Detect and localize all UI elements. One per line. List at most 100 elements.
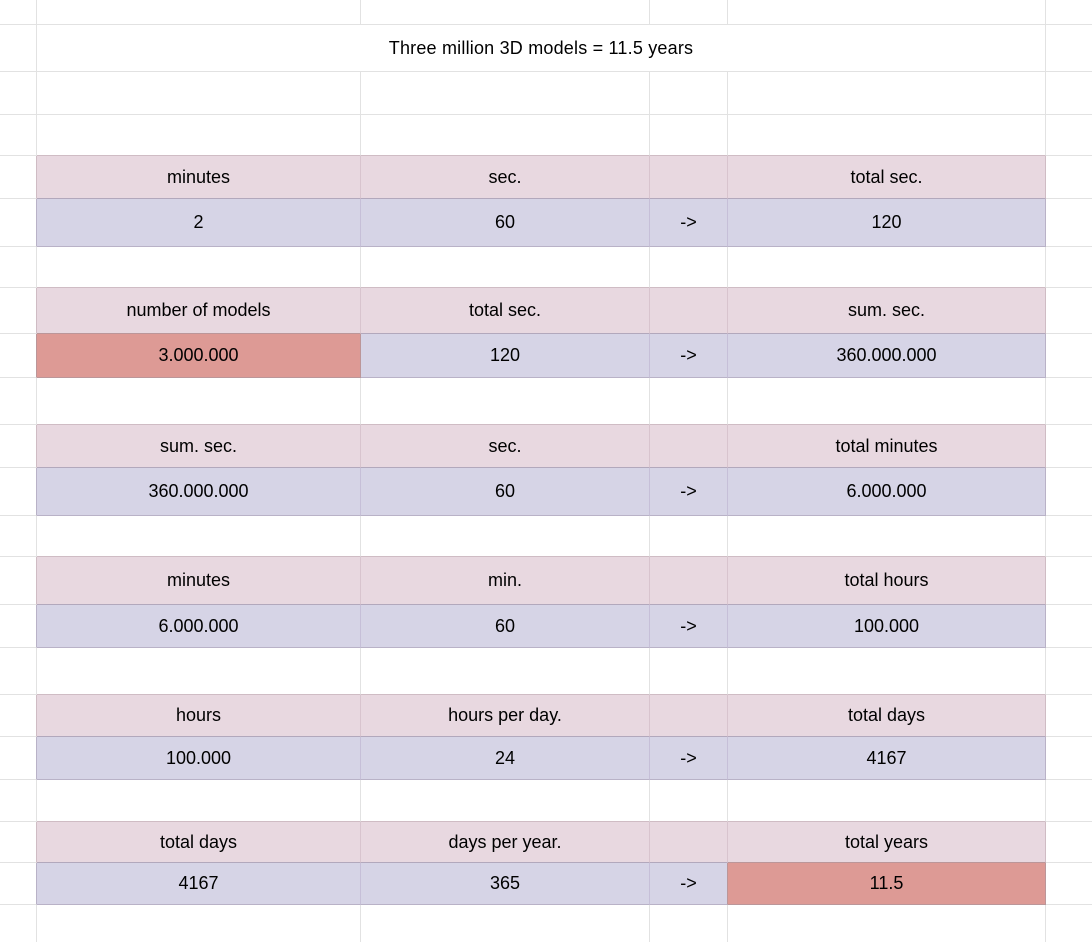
value-cell-360-000-000[interactable]: 360.000.000 [728,334,1046,378]
empty-cell[interactable] [728,648,1046,695]
empty-cell[interactable] [1046,425,1092,468]
empty-cell[interactable] [1046,516,1092,557]
empty-cell[interactable] [650,115,728,156]
empty-cell[interactable] [1046,780,1092,822]
empty-cell[interactable] [728,780,1046,822]
empty-cell[interactable] [37,0,361,25]
value-cell-11-5-highlighted[interactable]: 11.5 [728,863,1046,905]
header-cell-hours-per-day[interactable]: hours per day. [361,695,650,737]
empty-cell[interactable] [0,378,37,425]
empty-cell[interactable] [650,0,728,25]
sheet-title[interactable]: Three million 3D models = 11.5 years [37,25,1046,72]
header-cell-spacer[interactable] [650,156,728,199]
empty-cell[interactable] [0,737,37,780]
header-cell-total-days[interactable]: total days [728,695,1046,737]
empty-cell[interactable] [0,247,37,288]
value-cell-120[interactable]: 120 [361,334,650,378]
empty-cell[interactable] [1046,905,1092,942]
empty-cell[interactable] [1046,199,1092,247]
empty-cell[interactable] [0,334,37,378]
empty-cell[interactable] [361,648,650,695]
value-cell-2[interactable]: 2 [37,199,361,247]
header-cell-total-hours[interactable]: total hours [728,557,1046,605]
empty-cell[interactable] [1046,115,1092,156]
header-cell-total-minutes[interactable]: total minutes [728,425,1046,468]
empty-cell[interactable] [0,822,37,863]
arrow-cell[interactable]: -> [650,468,728,516]
empty-cell[interactable] [728,247,1046,288]
empty-cell[interactable] [1046,557,1092,605]
header-cell-total-sec[interactable]: total sec. [361,288,650,334]
empty-cell[interactable] [361,378,650,425]
empty-cell[interactable] [1046,648,1092,695]
value-cell-60[interactable]: 60 [361,468,650,516]
header-cell-total-sec[interactable]: total sec. [728,156,1046,199]
empty-cell[interactable] [361,905,650,942]
empty-cell[interactable] [728,72,1046,115]
header-cell-sum-sec[interactable]: sum. sec. [728,288,1046,334]
empty-cell[interactable] [0,557,37,605]
empty-cell[interactable] [1046,0,1092,25]
empty-cell[interactable] [650,648,728,695]
empty-cell[interactable] [0,0,37,25]
empty-cell[interactable] [37,115,361,156]
empty-cell[interactable] [37,516,361,557]
empty-cell[interactable] [650,780,728,822]
value-cell-60[interactable]: 60 [361,605,650,648]
empty-cell[interactable] [1046,378,1092,425]
empty-cell[interactable] [650,905,728,942]
value-cell-6-000-000[interactable]: 6.000.000 [37,605,361,648]
empty-cell[interactable] [0,25,37,72]
empty-cell[interactable] [650,378,728,425]
empty-cell[interactable] [1046,737,1092,780]
empty-cell[interactable] [0,115,37,156]
value-cell-24[interactable]: 24 [361,737,650,780]
header-cell-spacer[interactable] [650,425,728,468]
arrow-cell[interactable]: -> [650,863,728,905]
empty-cell[interactable] [0,288,37,334]
value-cell-6-000-000[interactable]: 6.000.000 [728,468,1046,516]
empty-cell[interactable] [1046,288,1092,334]
empty-cell[interactable] [0,468,37,516]
header-cell-spacer[interactable] [650,822,728,863]
header-cell-spacer[interactable] [650,695,728,737]
value-cell-60[interactable]: 60 [361,199,650,247]
empty-cell[interactable] [37,780,361,822]
empty-cell[interactable] [361,72,650,115]
value-cell-100-000[interactable]: 100.000 [37,737,361,780]
value-cell-3-000-000-highlighted[interactable]: 3.000.000 [37,334,361,378]
empty-cell[interactable] [1046,863,1092,905]
header-cell-spacer[interactable] [650,288,728,334]
empty-cell[interactable] [1046,25,1092,72]
empty-cell[interactable] [0,905,37,942]
empty-cell[interactable] [0,425,37,468]
header-cell-min[interactable]: min. [361,557,650,605]
value-cell-4167[interactable]: 4167 [37,863,361,905]
empty-cell[interactable] [37,72,361,115]
header-cell-sec[interactable]: sec. [361,425,650,468]
value-cell-365[interactable]: 365 [361,863,650,905]
empty-cell[interactable] [0,516,37,557]
header-cell-total-days[interactable]: total days [37,822,361,863]
header-cell-days-per-year[interactable]: days per year. [361,822,650,863]
empty-cell[interactable] [37,905,361,942]
value-cell-120[interactable]: 120 [728,199,1046,247]
empty-cell[interactable] [1046,156,1092,199]
empty-cell[interactable] [1046,334,1092,378]
empty-cell[interactable] [361,0,650,25]
header-cell-number-of-models[interactable]: number of models [37,288,361,334]
value-cell-360-000-000[interactable]: 360.000.000 [37,468,361,516]
empty-cell[interactable] [0,863,37,905]
empty-cell[interactable] [728,378,1046,425]
arrow-cell[interactable]: -> [650,605,728,648]
empty-cell[interactable] [650,516,728,557]
empty-cell[interactable] [361,247,650,288]
empty-cell[interactable] [1046,695,1092,737]
empty-cell[interactable] [728,0,1046,25]
header-cell-minutes[interactable]: minutes [37,156,361,199]
empty-cell[interactable] [361,780,650,822]
empty-cell[interactable] [1046,247,1092,288]
empty-cell[interactable] [650,72,728,115]
empty-cell[interactable] [37,378,361,425]
header-cell-total-years[interactable]: total years [728,822,1046,863]
